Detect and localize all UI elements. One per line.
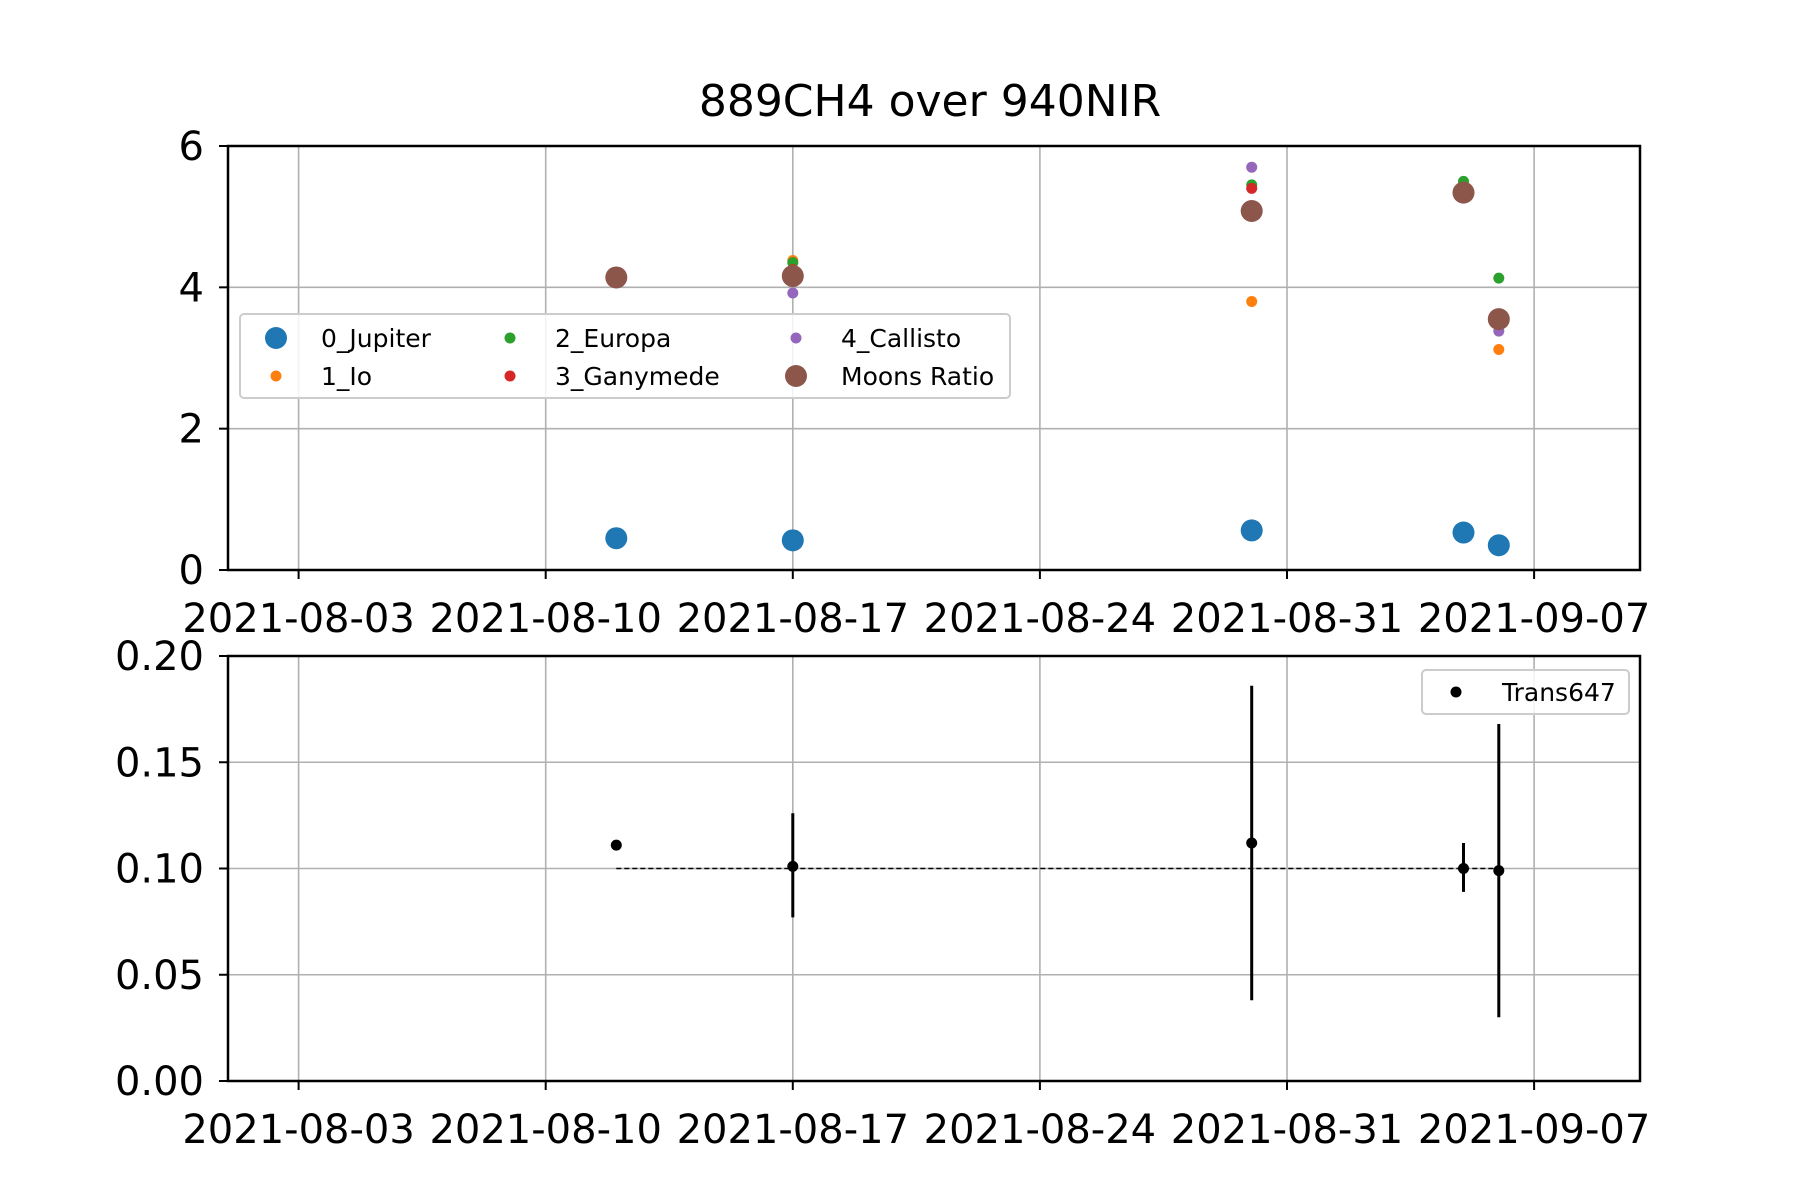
legend-label: Trans647 — [1501, 678, 1616, 707]
axes-frame — [226, 144, 1642, 572]
x-tick-label: 2021-08-10 — [429, 596, 661, 642]
x-tick-label: 2021-08-17 — [677, 1107, 909, 1153]
y-tick-label: 4 — [179, 265, 204, 311]
legend: 0_Jupiter 1_Io 2_Europa 3_Ganymede 4_Callist… — [239, 313, 1011, 399]
data-point — [1240, 200, 1263, 223]
y-tick-label: 2 — [179, 407, 204, 453]
data-point — [1452, 181, 1475, 204]
legend-label: 2_Europa — [555, 324, 671, 353]
legend-box — [1421, 669, 1630, 715]
data-point — [610, 839, 622, 851]
legend-label: Moons Ratio — [841, 362, 994, 391]
data-point — [1246, 182, 1258, 194]
data-point — [1246, 837, 1258, 849]
legend-marker — [1450, 686, 1462, 698]
x-tick-label: 2021-08-31 — [1171, 1107, 1403, 1153]
legend-label: 1_Io — [321, 362, 372, 391]
x-tick-label: 2021-08-17 — [677, 596, 909, 642]
x-tick-label: 2021-08-24 — [924, 1107, 1156, 1153]
data-point — [1240, 519, 1263, 542]
data-point — [605, 527, 628, 550]
bottom-plot-panel: 2021-08-03 2021-08-10 2021-08-17 2021-08-24… — [115, 634, 1650, 1153]
y-tick-label: 6 — [179, 124, 204, 170]
top-plot-panel: 2021-08-03 2021-08-10 2021-08-17 2021-08-24… — [179, 124, 1651, 642]
data-point — [1487, 308, 1510, 331]
data-point — [1493, 865, 1505, 877]
x-tick-label: 2021-08-03 — [182, 596, 414, 642]
data-point — [1487, 534, 1510, 557]
data-point — [1493, 344, 1505, 356]
legend-marker — [504, 370, 516, 382]
legend-box — [239, 313, 1011, 399]
legend-marker — [504, 332, 516, 344]
x-tick-label: 2021-08-03 — [182, 1107, 414, 1153]
data-point — [781, 265, 804, 288]
y-tick-label: 0.05 — [115, 953, 204, 999]
y-tick-label: 0 — [179, 548, 204, 594]
x-tick-label: 2021-08-10 — [429, 1107, 661, 1153]
legend: Trans647 — [1421, 669, 1630, 715]
legend-marker — [785, 365, 807, 387]
y-tick-label: 0.15 — [115, 740, 204, 786]
legend-marker — [265, 327, 287, 349]
data-point — [781, 529, 804, 552]
data-point — [1246, 161, 1258, 173]
data-point — [605, 266, 628, 289]
legend-label: 4_Callisto — [841, 324, 961, 353]
legend-marker — [270, 370, 282, 382]
x-tick-label: 2021-09-07 — [1418, 596, 1650, 642]
x-tick-label: 2021-09-07 — [1418, 1107, 1650, 1153]
x-tick-label: 2021-08-31 — [1171, 596, 1403, 642]
legend-marker — [790, 332, 802, 344]
chart-title: 889CH4 over 940NIR — [699, 76, 1161, 127]
legend-label: 0_Jupiter — [321, 324, 432, 353]
y-tick-label: 0.20 — [115, 634, 204, 680]
data-point — [1452, 521, 1475, 544]
y-tick-label: 0.00 — [115, 1059, 204, 1105]
legend-label: 3_Ganymede — [555, 362, 720, 391]
data-point — [787, 860, 799, 872]
data-point — [787, 287, 799, 299]
y-tick-label: 0.10 — [115, 847, 204, 893]
data-point — [1493, 272, 1505, 284]
x-tick-label: 2021-08-24 — [924, 596, 1156, 642]
data-point — [1246, 295, 1258, 307]
data-point — [1458, 863, 1469, 874]
